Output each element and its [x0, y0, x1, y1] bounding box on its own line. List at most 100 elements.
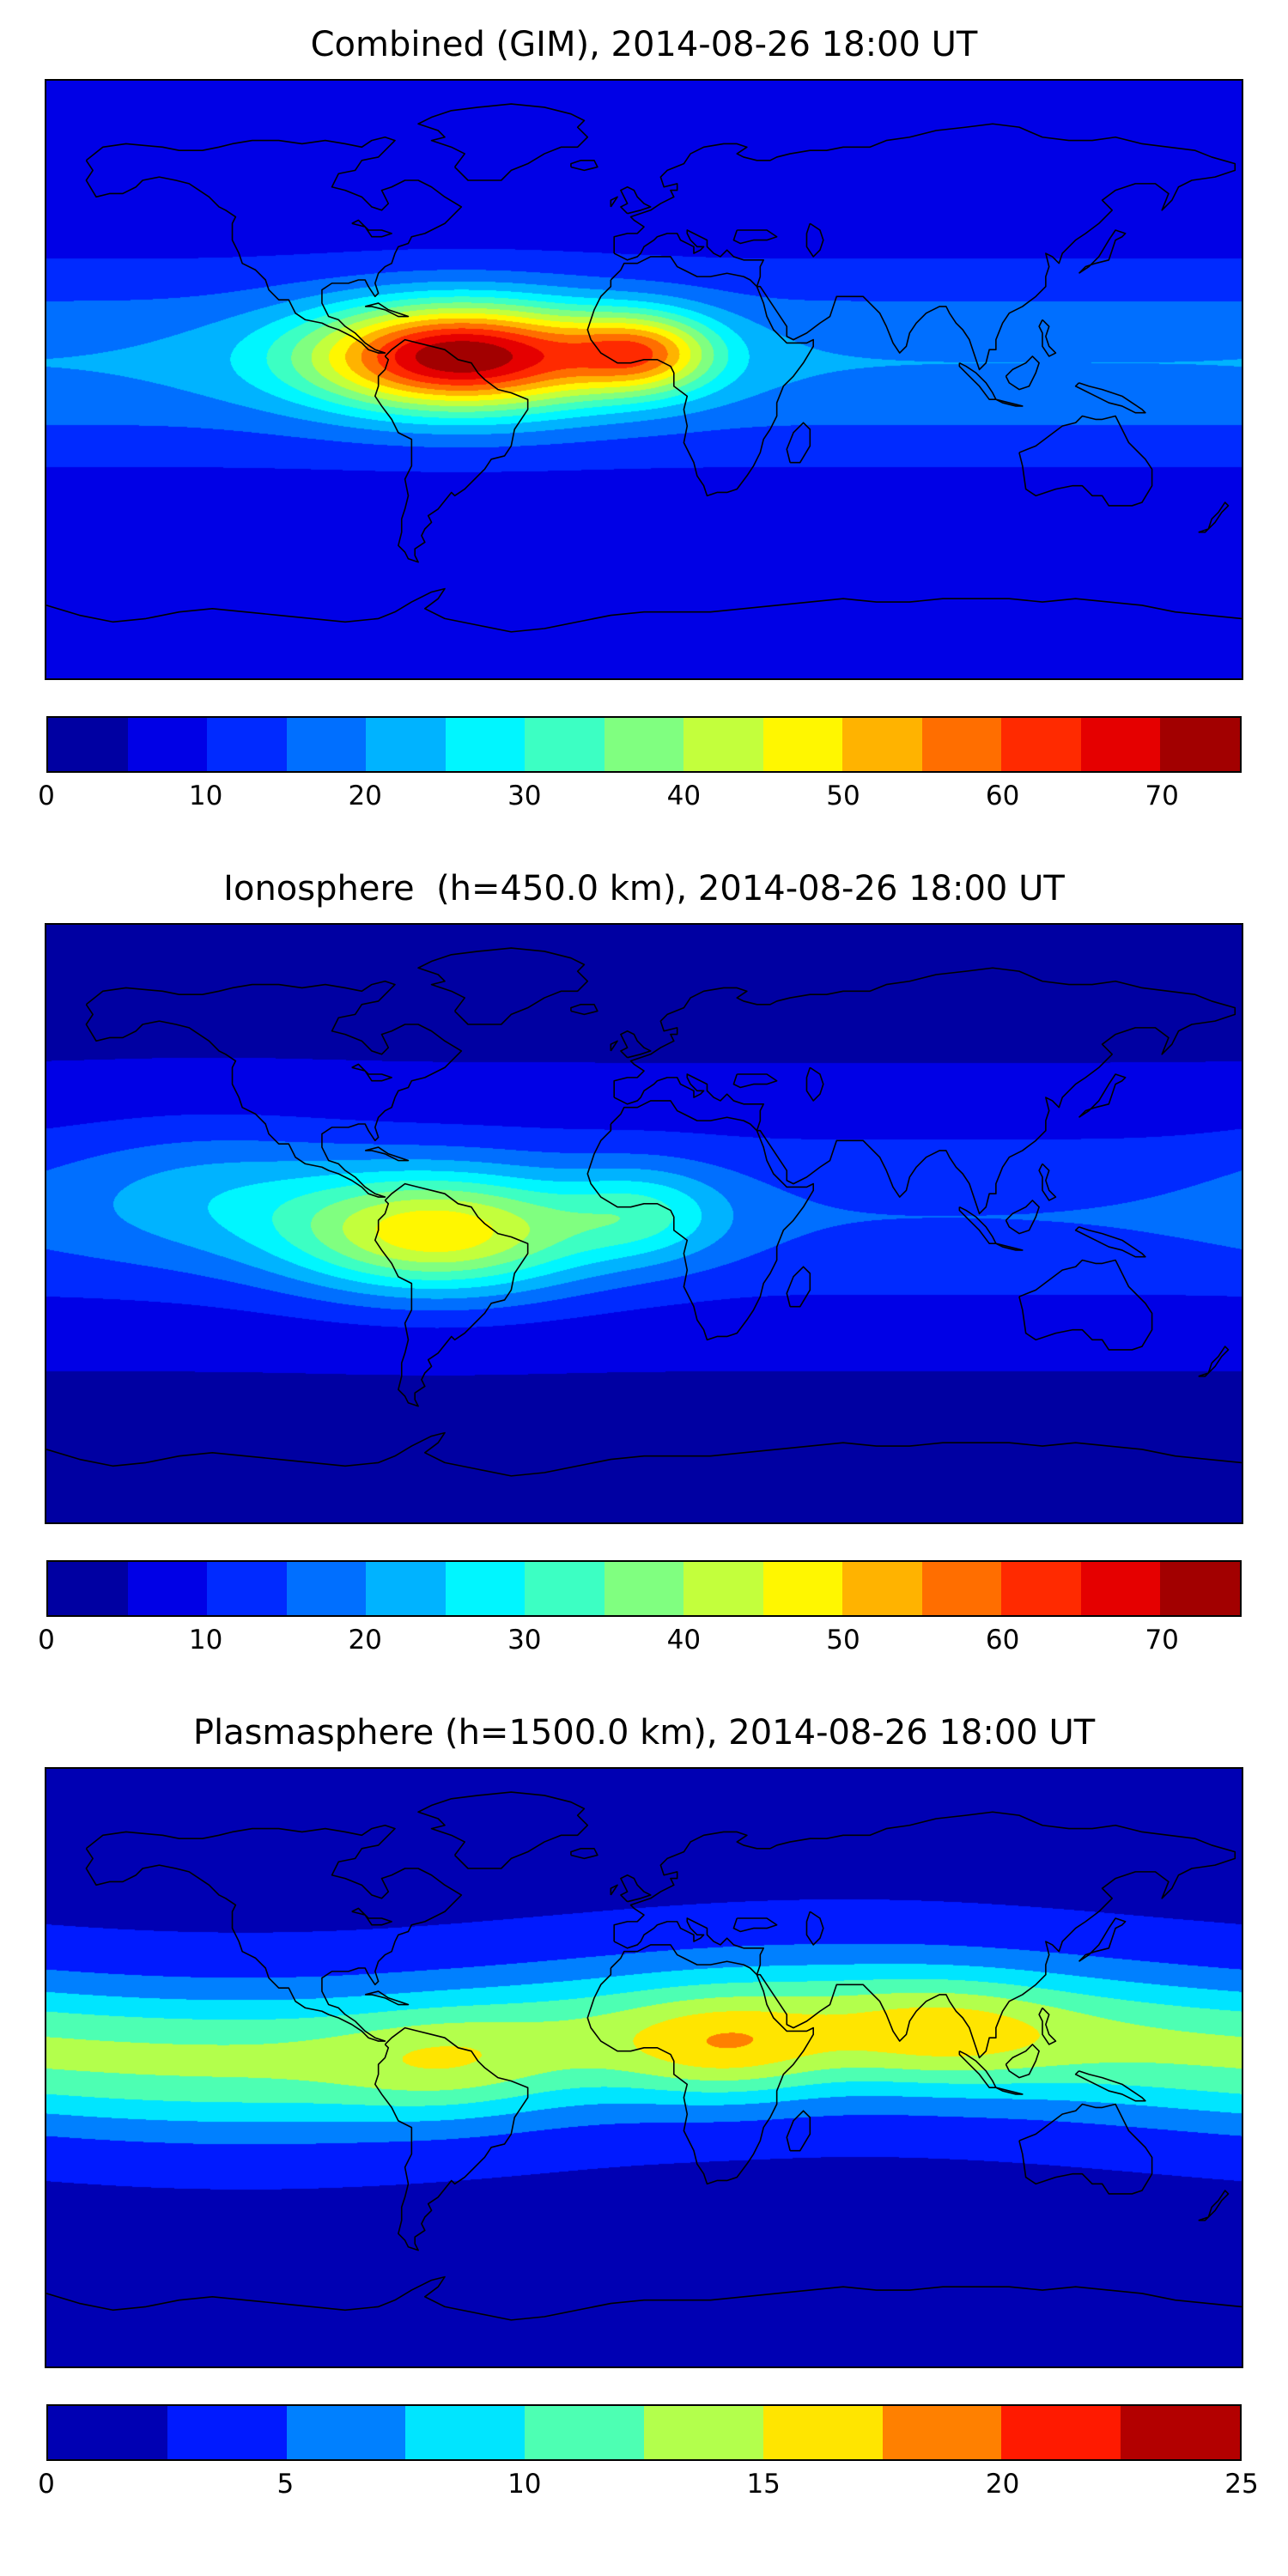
- colorbar-tick-label: 70: [1145, 781, 1179, 811]
- coastline-path: [1005, 1200, 1039, 1234]
- colorbar-tick-label: 10: [507, 2469, 542, 2500]
- colorbar-segment: [167, 2406, 287, 2459]
- colorbar-segment: [1001, 2406, 1121, 2459]
- coastline-path: [959, 363, 996, 400]
- coastlines-overlay: [46, 925, 1242, 1522]
- coastline-path: [1039, 319, 1055, 356]
- colorbar-segment: [921, 1562, 1002, 1615]
- coastline-path: [733, 1074, 776, 1087]
- coastline-path: [733, 1918, 776, 1931]
- coastline-path: [571, 1849, 598, 1859]
- coastline-path: [1039, 2008, 1055, 2044]
- coastline-path: [959, 1207, 996, 1244]
- colorbar-tick-label: 50: [826, 781, 860, 811]
- coastlines-overlay: [46, 81, 1242, 678]
- coastline-path: [1019, 2105, 1152, 2194]
- colorbar-segment: [842, 1562, 922, 1615]
- coastline-path: [1199, 2190, 1229, 2221]
- coastline-path: [418, 948, 587, 1024]
- panel-plasmasphere: Plasmasphere (h=1500.0 km), 2014-08-26 1…: [0, 1662, 1288, 2506]
- coastline-path: [1019, 1261, 1152, 1350]
- coastline-path: [1076, 1227, 1145, 1257]
- coastline-path: [1005, 2044, 1039, 2078]
- colorbar-segment: [366, 718, 446, 771]
- colorbar-ticks: 0 10 20 30 40 50 60 70: [38, 1621, 1242, 1662]
- colorbar-tick-label: 20: [348, 781, 382, 811]
- colorbar-segment: [207, 718, 287, 771]
- coastline-path: [621, 1875, 651, 1902]
- coastline-path: [621, 1031, 651, 1058]
- panel-combined: Combined (GIM), 2014-08-26 18:00 UT 0 10 2…: [0, 0, 1288, 818]
- colorbar: [48, 718, 1240, 771]
- coastline-path: [375, 340, 528, 562]
- colorbar-segment: [286, 1562, 367, 1615]
- coastline-path: [418, 104, 587, 180]
- coastline-path: [352, 1064, 392, 1080]
- coastline-path: [1005, 356, 1039, 390]
- coastline-path: [1039, 1163, 1055, 1200]
- coastline-path: [1199, 1346, 1229, 1376]
- coastline-path: [614, 968, 1235, 1213]
- colorbar-segment: [683, 1562, 763, 1615]
- coastline-path: [614, 1812, 1235, 2057]
- coastline-path: [571, 161, 598, 171]
- colorbar-segment: [762, 2406, 883, 2459]
- coastline-path: [46, 1433, 1242, 1476]
- colorbar-segment: [604, 718, 684, 771]
- coastline-path: [587, 1101, 813, 1340]
- coastline-path: [86, 1826, 461, 2041]
- colorbar-segment: [127, 718, 208, 771]
- colorbar-segment: [1080, 718, 1161, 771]
- colorbar-segment: [921, 718, 1002, 771]
- coastline-path: [375, 1184, 528, 1406]
- panel-ionosphere: Ionosphere (h=450.0 km), 2014-08-26 18:0…: [0, 818, 1288, 1662]
- coastline-path: [352, 1908, 392, 1924]
- colorbar-segment: [286, 2406, 406, 2459]
- coastline-path: [621, 187, 651, 214]
- colorbar-tick-label: 20: [985, 2469, 1020, 2500]
- coastline-path: [365, 1991, 408, 2004]
- colorbar-tick-label: 0: [38, 1625, 55, 1656]
- colorbar-tick-label: 50: [826, 1625, 860, 1656]
- colorbar-segment: [683, 718, 763, 771]
- coastline-path: [1079, 230, 1126, 273]
- coastline-path: [86, 981, 461, 1197]
- colorbar-frame: [46, 716, 1242, 773]
- colorbar-tick-label: 0: [38, 2469, 55, 2500]
- coastline-path: [1079, 1074, 1126, 1117]
- coastline-path: [611, 1885, 617, 1895]
- colorbar-tick-label: 70: [1145, 1625, 1179, 1656]
- coastline-path: [787, 1267, 810, 1306]
- coastline-path: [996, 399, 1023, 406]
- colorbar-tick-label: 40: [666, 781, 702, 811]
- coastline-path: [611, 197, 617, 207]
- colorbar-segment: [882, 2406, 1002, 2459]
- colorbar-frame: [46, 1560, 1242, 1617]
- tec-map-canvas: [46, 81, 1242, 678]
- coastline-path: [959, 2051, 996, 2088]
- coastline-path: [352, 220, 392, 236]
- colorbar-segment: [643, 2406, 763, 2459]
- coastline-path: [611, 1041, 617, 1051]
- colorbar-segment: [445, 1562, 526, 1615]
- coastline-path: [614, 124, 1235, 369]
- colorbar-segment: [525, 718, 605, 771]
- colorbar-segment: [366, 1562, 446, 1615]
- colorbar-tick-label: 60: [985, 1625, 1020, 1656]
- coastline-path: [1076, 383, 1145, 413]
- colorbar-tick-label: 30: [507, 781, 542, 811]
- colorbar-segment: [445, 718, 526, 771]
- coastline-path: [587, 257, 813, 495]
- colorbar-segment: [842, 718, 922, 771]
- panel-title: Ionosphere (h=450.0 km), 2014-08-26 18:0…: [223, 869, 1065, 908]
- coastline-path: [86, 137, 461, 353]
- colorbar-tick-label: 60: [985, 781, 1020, 811]
- coastline-path: [1076, 2071, 1145, 2101]
- coastline-path: [806, 223, 823, 257]
- map-frame: [45, 923, 1243, 1524]
- colorbar-tick-label: 5: [276, 2469, 295, 2500]
- coastline-path: [375, 2028, 528, 2251]
- colorbar-tick-label: 20: [348, 1625, 382, 1656]
- colorbar-segment: [525, 1562, 605, 1615]
- colorbar-segment: [48, 718, 128, 771]
